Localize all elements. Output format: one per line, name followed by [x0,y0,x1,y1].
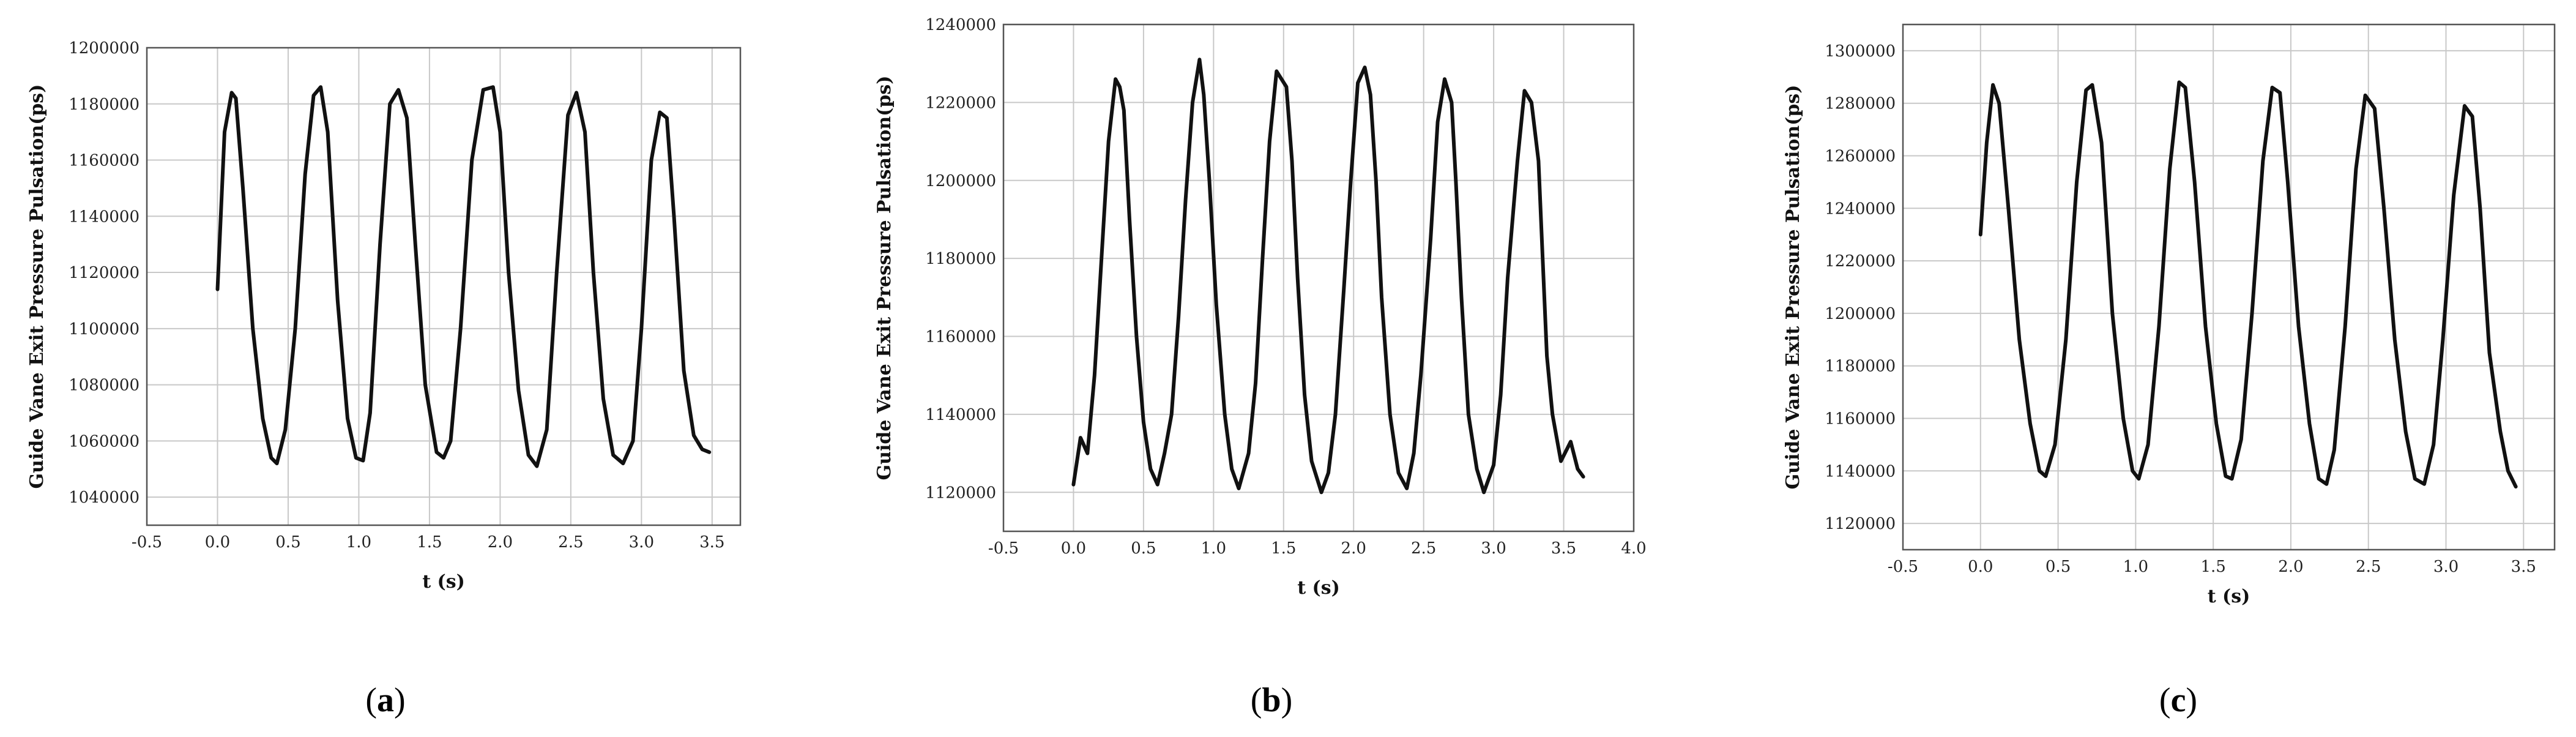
y-tick-label: 1120000 [1825,515,1896,533]
plot-frame [1902,23,2556,551]
y-tick-label: 1280000 [1825,95,1896,113]
plot-frame [146,47,742,526]
x-axis-label: t (s) [422,571,465,593]
series-line [1071,58,1585,495]
y-axis-label: Guide Vane Exit Pressure Pulsation(ps) [26,84,48,489]
y-tick-label: 1240000 [925,16,996,34]
y-tick-label: 1060000 [69,432,140,451]
x-tick-label: 3.5 [699,533,724,552]
y-tick-label: 1160000 [69,152,140,170]
x-tick-label: 0.5 [1131,539,1156,558]
y-axis-label: Guide Vane Exit Pressure Pulsation(ps) [1782,85,1804,490]
x-tick-label: -0.5 [1888,558,1918,576]
chart-panel-c: -0.5 0.0 0.5 1.0 1.5 2.0 2.5 3.0 3.5 1120000 11400… [1782,23,2556,607]
y-tick-label: 1120000 [925,484,996,502]
x-tick-label: 1.0 [1201,539,1226,558]
y-tick-label: 1200000 [925,172,996,190]
x-tick-label: 1.5 [417,533,442,552]
y-tick-label: 1040000 [69,488,140,507]
x-tick-label: 1.0 [2123,558,2148,576]
y-tick-label: 1180000 [69,95,140,114]
x-tick-label: 2.5 [558,533,583,552]
x-tick-label: 0.5 [2046,558,2071,576]
x-tick-label: 1.5 [2200,558,2225,576]
y-tick-label: 1300000 [1825,42,1896,61]
x-tick-label: 2.0 [488,533,513,552]
y-tick-label: 1240000 [1825,200,1896,218]
y-tick-label: 1220000 [1825,252,1896,271]
x-tick-label: 0.0 [1968,558,1993,576]
series-line [215,85,712,468]
y-tick-label: 1140000 [1825,462,1896,481]
y-tick-label: 1140000 [925,406,996,424]
chart-panel-b: -0.5 0.0 0.5 1.0 1.5 2.0 2.5 3.0 3.5 4.0 1120000 11… [874,16,1647,599]
y-tick-label: 1160000 [925,328,996,346]
plot-frame [1002,23,1635,533]
x-tick-label: 2.0 [2278,558,2303,576]
y-tick-label: 1220000 [925,94,996,112]
x-tick-label: 3.5 [1551,539,1576,558]
x-axis-label: t (s) [1297,577,1340,599]
x-tick-label: 2.5 [2356,558,2381,576]
x-tick-label: 3.5 [2511,558,2536,576]
series-line [1978,80,2518,488]
y-tick-label: 1160000 [1825,410,1896,428]
y-tick-label: 1080000 [69,376,140,395]
x-tick-label: 3.0 [1481,539,1506,558]
y-tick-label: 1180000 [1825,357,1896,376]
panel-label-a: (a) [365,681,405,719]
y-tick-label: 1200000 [69,39,140,58]
y-tick-label: 1260000 [1825,148,1896,166]
x-tick-label: 0.5 [275,533,300,552]
y-tick-label: 1200000 [1825,305,1896,323]
x-tick-label: 0.0 [1061,539,1086,558]
y-tick-label: 1140000 [69,208,140,226]
panel-label-c: (c) [2159,681,2197,719]
y-tick-label: 1100000 [69,320,140,339]
x-tick-label: 1.5 [1271,539,1296,558]
x-tick-label: -0.5 [988,539,1019,558]
x-axis-label: t (s) [2208,586,2250,607]
x-tick-label: 0.0 [205,533,230,552]
panel-label-b: (b) [1251,681,1292,719]
x-tick-label: -0.5 [132,533,162,552]
x-tick-label: 1.0 [346,533,371,552]
x-tick-label: 3.0 [629,533,654,552]
y-axis-label: Guide Vane Exit Pressure Pulsation(ps) [874,76,895,481]
chart-panel-a: -0.5 0.0 0.5 1.0 1.5 2.0 2.5 3.0 3.5 1040000 10600… [26,39,742,593]
y-tick-label: 1120000 [69,264,140,282]
x-tick-label: 2.5 [1411,539,1436,558]
x-tick-label: 3.0 [2433,558,2459,576]
x-tick-label: 4.0 [1621,539,1646,558]
x-tick-label: 2.0 [1341,539,1366,558]
y-tick-label: 1180000 [925,250,996,268]
